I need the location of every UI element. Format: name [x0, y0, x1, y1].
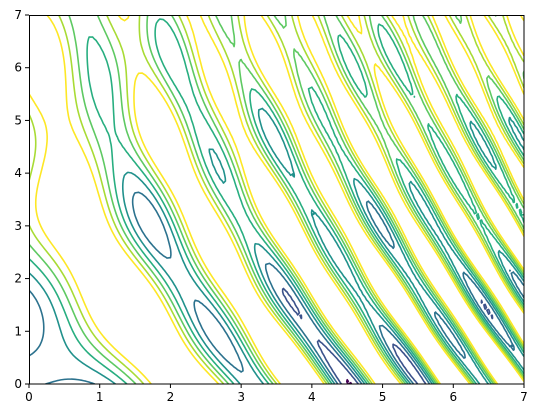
y-tick-label: 1 [14, 324, 22, 338]
contour-level-5 [29, 15, 524, 384]
x-tick-label: 3 [237, 390, 245, 404]
contour-level-4 [29, 18, 524, 384]
contour-level-3 [29, 107, 524, 384]
x-axis: 0 1 2 3 4 5 6 7 [25, 384, 528, 404]
x-tick-label: 6 [449, 390, 457, 404]
x-tick-label: 5 [379, 390, 387, 404]
contour-level-0 [345, 378, 353, 384]
x-tick-label: 2 [167, 390, 175, 404]
y-axis: 0 1 2 3 4 5 6 7 [14, 8, 29, 391]
y-tick-label: 2 [14, 272, 22, 286]
x-tick-label: 0 [25, 390, 33, 404]
x-tick-label: 1 [96, 390, 104, 404]
axes-frame [29, 15, 525, 385]
y-tick-label: 5 [14, 113, 22, 127]
y-tick-label: 4 [14, 166, 22, 180]
contour-level-7 [29, 15, 524, 384]
x-tick-label: 4 [308, 390, 316, 404]
y-tick-label: 6 [14, 61, 22, 75]
y-tick-label: 7 [14, 8, 22, 22]
x-tick-label: 7 [520, 390, 528, 404]
y-tick-label: 0 [14, 377, 22, 391]
contour-level-6 [29, 15, 524, 384]
contour-level-1 [281, 287, 494, 384]
y-tick-label: 3 [14, 219, 22, 233]
contour-lines [29, 15, 524, 384]
